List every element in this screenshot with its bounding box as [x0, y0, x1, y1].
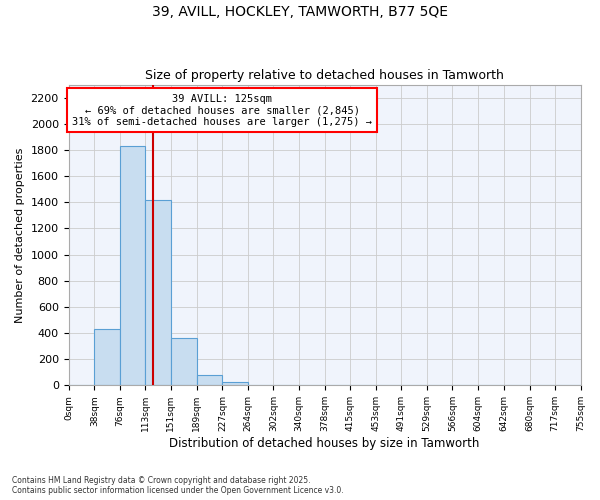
- Y-axis label: Number of detached properties: Number of detached properties: [15, 148, 25, 322]
- Text: 39, AVILL, HOCKLEY, TAMWORTH, B77 5QE: 39, AVILL, HOCKLEY, TAMWORTH, B77 5QE: [152, 5, 448, 19]
- Bar: [223, 382, 248, 386]
- Bar: [120, 146, 145, 386]
- Text: 39 AVILL: 125sqm
← 69% of detached houses are smaller (2,845)
31% of semi-detach: 39 AVILL: 125sqm ← 69% of detached house…: [72, 94, 372, 127]
- Bar: [94, 329, 120, 386]
- Title: Size of property relative to detached houses in Tamworth: Size of property relative to detached ho…: [145, 69, 504, 82]
- X-axis label: Distribution of detached houses by size in Tamworth: Distribution of detached houses by size …: [169, 437, 480, 450]
- Bar: [145, 200, 171, 386]
- Bar: [68, 384, 94, 386]
- Text: Contains HM Land Registry data © Crown copyright and database right 2025.
Contai: Contains HM Land Registry data © Crown c…: [12, 476, 344, 495]
- Bar: [197, 375, 223, 386]
- Bar: [171, 338, 197, 386]
